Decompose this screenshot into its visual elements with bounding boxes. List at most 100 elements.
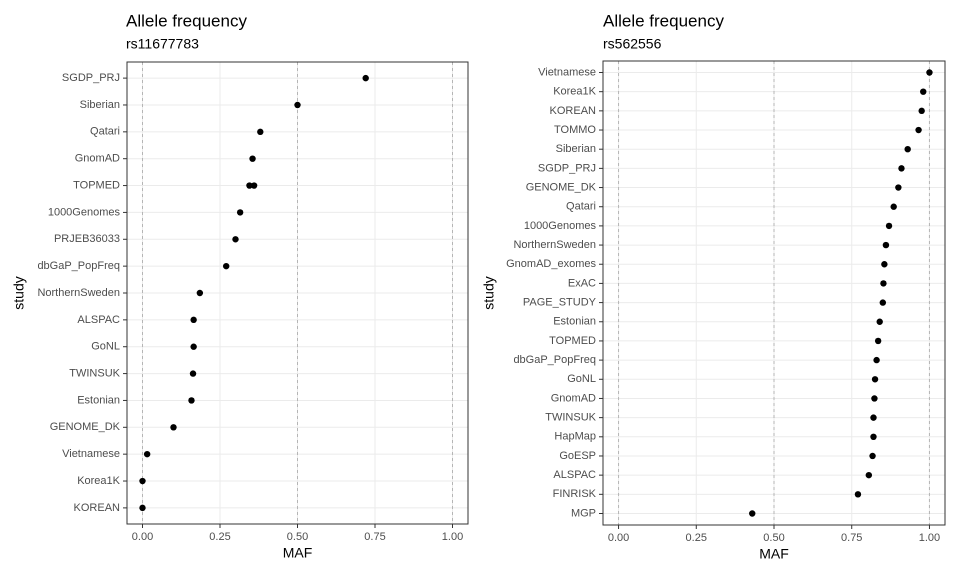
- dot: [865, 471, 873, 479]
- y-tick-label: Estonian: [77, 394, 120, 406]
- dot: [246, 182, 253, 189]
- y-tick-label: MGP: [571, 507, 596, 519]
- y-tick-label: dbGaP_PopFreq: [513, 354, 596, 366]
- dot: [871, 395, 878, 402]
- dot: [926, 69, 933, 76]
- x-axis-label: MAF: [759, 546, 789, 562]
- x-tick-label: 0.25: [686, 532, 707, 544]
- dot: [885, 222, 893, 230]
- y-tick-label: PAGE_STUDY: [523, 296, 597, 308]
- dot: [881, 261, 888, 268]
- chart-subtitle: rs11677783: [126, 36, 199, 52]
- dot: [871, 376, 879, 383]
- x-tick-label: 0.50: [763, 532, 784, 544]
- dot: [873, 356, 880, 364]
- y-tick-label: GnomAD: [75, 153, 120, 165]
- y-tick-label: ExAC: [568, 277, 596, 289]
- x-tick-label: 1.00: [442, 531, 463, 543]
- y-tick-label: KOREAN: [74, 502, 121, 514]
- x-tick-label: 1.00: [919, 532, 940, 544]
- dot: [294, 101, 301, 109]
- dot: [854, 491, 862, 498]
- x-tick-label: 0.75: [841, 532, 862, 544]
- dot: [879, 299, 887, 306]
- y-axis-label: study: [11, 276, 27, 309]
- dot: [232, 236, 239, 243]
- dot: [880, 280, 887, 287]
- x-tick-label: 0.75: [364, 531, 385, 543]
- x-axis-label: MAF: [283, 545, 313, 561]
- y-tick-label: Korea1K: [77, 475, 120, 487]
- y-tick-label: 1000Genomes: [524, 220, 597, 232]
- chart-subtitle: rs562556: [603, 36, 662, 52]
- y-tick-label: PRJEB36033: [54, 233, 120, 245]
- dot: [188, 397, 195, 404]
- dot: [869, 452, 876, 460]
- y-tick-label: GoESP: [559, 450, 596, 462]
- y-tick-label: Qatari: [566, 201, 596, 213]
- y-tick-label: GoNL: [567, 373, 596, 385]
- dot: [890, 203, 897, 210]
- y-tick-label: GENOME_DK: [526, 181, 597, 193]
- dot: [915, 126, 922, 134]
- y-tick-label: ALSPAC: [77, 314, 120, 326]
- y-tick-label: HapMap: [554, 431, 596, 443]
- dot: [876, 318, 883, 325]
- y-tick-label: KOREAN: [550, 105, 597, 117]
- dot: [236, 209, 244, 216]
- dot: [898, 165, 905, 172]
- dot: [870, 433, 877, 441]
- x-tick-label: 0.25: [209, 531, 230, 543]
- dot: [189, 370, 197, 377]
- dot: [920, 88, 927, 95]
- dot: [190, 316, 197, 324]
- x-tick-label: 0.00: [132, 531, 153, 543]
- dot: [362, 74, 369, 82]
- chart-title: Allele frequency: [603, 11, 724, 30]
- dot: [196, 289, 204, 297]
- dot: [904, 145, 911, 153]
- dot: [139, 504, 146, 512]
- dot: [139, 477, 146, 485]
- y-tick-label: Estonian: [553, 316, 596, 328]
- y-tick-label: GnomAD_exomes: [506, 258, 596, 270]
- y-tick-label: 1000Genomes: [48, 206, 121, 218]
- y-tick-label: TOPMED: [549, 335, 596, 347]
- y-tick-label: SGDP_PRJ: [62, 72, 120, 84]
- dot: [895, 184, 902, 191]
- y-axis-label: study: [481, 276, 497, 309]
- dot: [143, 450, 151, 458]
- dot: [257, 128, 264, 136]
- y-tick-label: dbGaP_PopFreq: [37, 260, 120, 272]
- dot: [918, 107, 925, 115]
- dot: [223, 262, 230, 270]
- dot: [749, 510, 756, 517]
- y-tick-label: Vietnamese: [538, 66, 596, 78]
- dot: [882, 241, 890, 249]
- y-tick-label: Qatari: [90, 126, 120, 138]
- y-tick-label: FINRISK: [553, 488, 597, 500]
- y-tick-label: ALSPAC: [553, 469, 596, 481]
- y-tick-label: NorthernSweden: [37, 287, 120, 299]
- dot: [190, 343, 197, 350]
- y-tick-label: GnomAD: [551, 392, 596, 404]
- x-tick-label: 0.50: [287, 531, 308, 543]
- dot: [249, 155, 256, 162]
- y-tick-label: Vietnamese: [62, 448, 120, 460]
- dot: [250, 182, 258, 189]
- y-tick-label: Korea1K: [553, 86, 596, 98]
- y-tick-label: GoNL: [91, 341, 120, 353]
- y-tick-label: NorthernSweden: [513, 239, 596, 251]
- dot: [170, 424, 177, 431]
- y-tick-label: Siberian: [556, 143, 596, 155]
- dot: [870, 414, 877, 421]
- y-tick-label: SGDP_PRJ: [538, 162, 596, 174]
- y-tick-label: TWINSUK: [69, 367, 120, 379]
- y-tick-label: TWINSUK: [545, 412, 596, 424]
- x-tick-label: 0.00: [608, 532, 629, 544]
- y-tick-label: GENOME_DK: [50, 421, 121, 433]
- y-tick-label: TOMMO: [554, 124, 596, 136]
- chart-title: Allele frequency: [126, 11, 247, 30]
- y-tick-label: Siberian: [80, 99, 120, 111]
